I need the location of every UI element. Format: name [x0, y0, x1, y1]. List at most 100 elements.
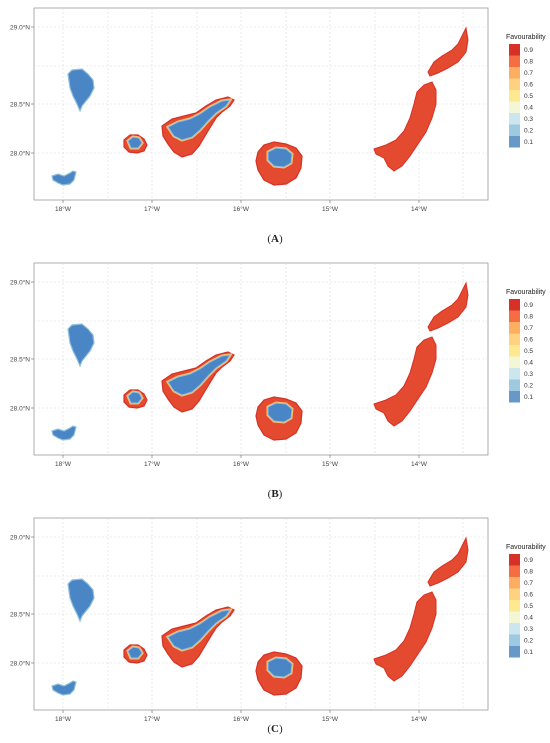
- legend-label: 0.2: [524, 383, 533, 390]
- legend-title: Favourability: [506, 34, 546, 41]
- legend-swatch: [509, 55, 520, 67]
- y-tick-label: 28.0°N: [10, 660, 30, 668]
- legend-swatch: [509, 113, 520, 125]
- island-el-hierro: [51, 680, 77, 696]
- island-gran-canaria-low-zone: [267, 657, 293, 678]
- legend-label: 0.1: [524, 394, 533, 401]
- legend-swatch: [509, 345, 520, 357]
- island-fuerteventura: [373, 591, 437, 682]
- legend-swatch: [509, 44, 520, 56]
- map-panel-a: 18°W 17°W 16°W 15°W 14°W 29.0°N 28.5°N 28.0°N Fa…: [10, 7, 546, 213]
- x-tick-label: 18°W: [55, 460, 72, 468]
- y-tick-label: 29.0°N: [10, 24, 30, 32]
- legend-label: 0.3: [524, 116, 533, 123]
- island-fuerteventura: [373, 81, 437, 172]
- legend-swatch: [509, 136, 520, 148]
- island-la-palma: [67, 68, 95, 113]
- island-lanzarote: [427, 536, 469, 587]
- legend-title: Favourability: [506, 544, 546, 551]
- legend-swatch: [509, 611, 520, 623]
- y-tick-label: 29.0°N: [10, 534, 30, 542]
- legend-label: 0.7: [524, 325, 533, 332]
- x-tick-label: 17°W: [144, 205, 161, 213]
- legend-swatch: [509, 623, 520, 635]
- island-la-palma: [67, 323, 95, 368]
- island-el-hierro: [51, 425, 77, 441]
- legend-label: 0.6: [524, 592, 533, 599]
- legend-label: 0.3: [524, 626, 533, 633]
- panel-a-caption: (A): [267, 233, 283, 245]
- legend-label: 0.8: [524, 59, 533, 66]
- legend-swatch: [509, 322, 520, 334]
- legend-label: 0.6: [524, 337, 533, 344]
- map-panel-c: 18°W 17°W 16°W 15°W 14°W 29.0°N 28.5°N 28.0°N Fa…: [10, 517, 546, 723]
- island-la-palma: [67, 578, 95, 623]
- legend-swatch: [509, 634, 520, 646]
- island-tenerife-low-zone: [167, 609, 232, 651]
- island-gran-canaria-low-zone: [267, 402, 293, 423]
- legend-swatch: [509, 90, 520, 102]
- legend-label: 0.7: [524, 580, 533, 587]
- legend-swatch: [509, 565, 520, 577]
- panel-c-caption: (C): [267, 723, 283, 735]
- legend-swatch: [509, 646, 520, 658]
- legend-label: 0.4: [524, 360, 533, 367]
- x-tick-label: 17°W: [144, 460, 161, 468]
- legend-label: 0.9: [524, 302, 533, 309]
- legend-title: Favourability: [506, 289, 546, 296]
- legend-label: 0.8: [524, 569, 533, 576]
- legend-label: 0.5: [524, 93, 533, 100]
- island-lanzarote: [427, 281, 469, 332]
- x-tick-label: 18°W: [55, 715, 72, 723]
- island-la-gomera-low-zone: [127, 391, 143, 404]
- legend-swatch: [509, 299, 520, 311]
- legend-label: 0.4: [524, 615, 533, 622]
- x-tick-label: 18°W: [55, 205, 72, 213]
- legend-swatch: [509, 391, 520, 403]
- island-la-gomera-low-zone: [127, 646, 143, 659]
- x-tick-label: 15°W: [322, 715, 339, 723]
- legend-swatch: [509, 379, 520, 391]
- legend-swatch: [509, 67, 520, 79]
- y-tick-label: 28.0°N: [10, 150, 30, 158]
- x-tick-label: 16°W: [233, 715, 250, 723]
- legend-swatch: [509, 600, 520, 612]
- y-tick-label: 28.5°N: [10, 611, 30, 619]
- island-la-gomera-low-zone: [127, 136, 143, 149]
- legend-label: 0.9: [524, 47, 533, 54]
- x-tick-label: 16°W: [233, 205, 250, 213]
- panel-b: 18°W 17°W 16°W 15°W 14°W 29.0°N 28.5°N 28.0°N Fa…: [0, 255, 550, 505]
- x-tick-label: 16°W: [233, 460, 250, 468]
- island-tenerife-low-zone: [167, 354, 232, 396]
- x-tick-label: 15°W: [322, 205, 339, 213]
- legend-swatch: [509, 310, 520, 322]
- x-tick-label: 14°W: [411, 460, 428, 468]
- legend-swatch: [509, 588, 520, 600]
- legend-label: 0.9: [524, 557, 533, 564]
- legend-label: 0.3: [524, 371, 533, 378]
- y-tick-label: 28.0°N: [10, 405, 30, 413]
- legend-label: 0.1: [524, 139, 533, 146]
- island-el-hierro: [51, 170, 77, 186]
- x-tick-label: 14°W: [411, 205, 428, 213]
- legend-label: 0.6: [524, 82, 533, 89]
- panel-b-caption: (B): [267, 488, 283, 500]
- legend-swatch: [509, 333, 520, 345]
- legend-label: 0.1: [524, 649, 533, 656]
- x-tick-label: 15°W: [322, 460, 339, 468]
- y-tick-label: 28.5°N: [10, 356, 30, 364]
- legend-swatch: [509, 577, 520, 589]
- legend-swatch: [509, 124, 520, 136]
- legend-swatch: [509, 356, 520, 368]
- legend-label: 0.5: [524, 603, 533, 610]
- island-lanzarote: [427, 26, 469, 77]
- panel-a: 18°W 17°W 16°W 15°W 14°W 29.0°N 28.5°N 28.0°N Fa…: [0, 0, 550, 250]
- legend-label: 0.7: [524, 70, 533, 77]
- legend-swatch: [509, 368, 520, 380]
- legend-swatch: [509, 554, 520, 566]
- y-tick-label: 28.5°N: [10, 101, 30, 109]
- map-panel-b: 18°W 17°W 16°W 15°W 14°W 29.0°N 28.5°N 28.0°N Fa…: [10, 262, 546, 468]
- island-gran-canaria-low-zone: [267, 147, 293, 168]
- legend-label: 0.2: [524, 638, 533, 645]
- legend-label: 0.8: [524, 314, 533, 321]
